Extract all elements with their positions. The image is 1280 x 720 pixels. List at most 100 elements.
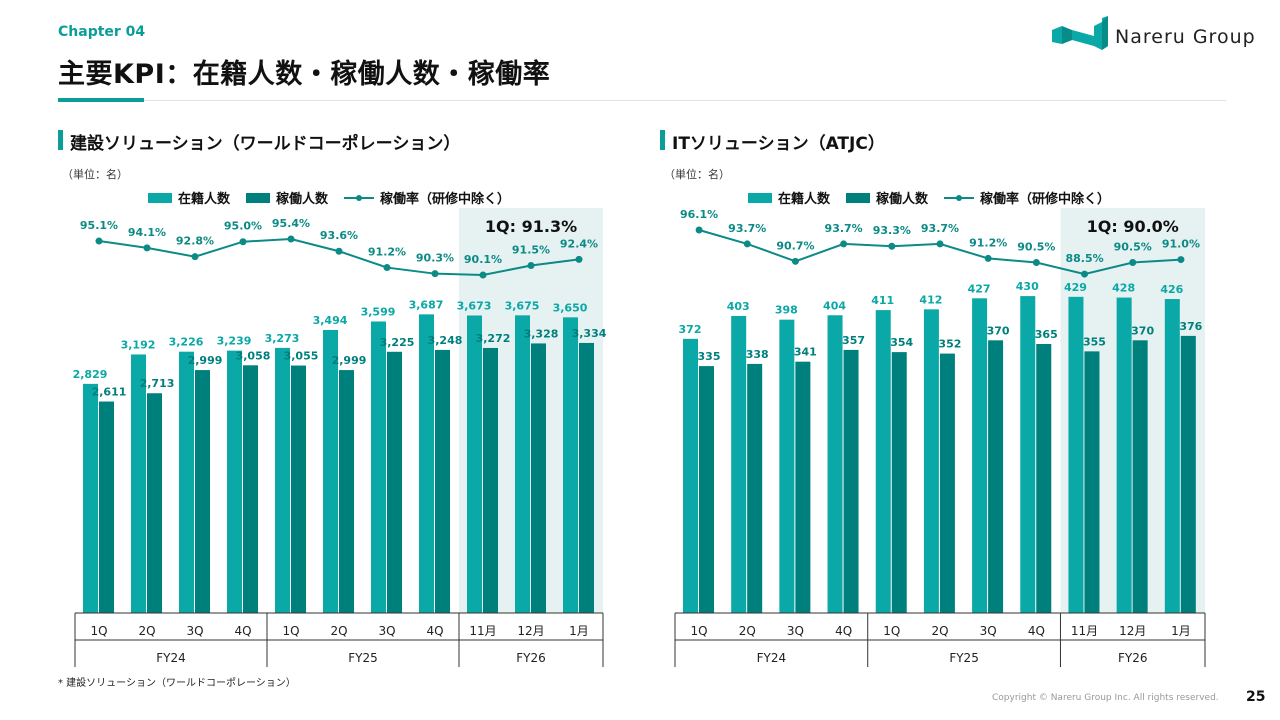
rate-point bbox=[791, 257, 799, 265]
bar-enrolled bbox=[227, 350, 242, 613]
legend-label: 在籍人数 bbox=[178, 192, 231, 207]
highlight-label: 1Q: 91.3% bbox=[485, 217, 577, 236]
data-label-active: 3,225 bbox=[380, 336, 415, 349]
page-number: 25 bbox=[1246, 689, 1266, 705]
category-label: 3Q bbox=[378, 624, 395, 638]
data-label-active: 355 bbox=[1083, 335, 1106, 348]
data-label-enrolled: 403 bbox=[727, 300, 750, 313]
group-label: FY24 bbox=[757, 651, 787, 665]
rate-label: 93.7% bbox=[825, 222, 863, 235]
legend-label: 稼働人数 bbox=[276, 192, 329, 207]
bar-active bbox=[1180, 335, 1196, 613]
data-label-enrolled: 3,273 bbox=[265, 332, 300, 345]
rate-point bbox=[191, 253, 199, 261]
legend-construction: 在籍人数 稼働人数 稼働率（研修中除く） bbox=[148, 188, 510, 207]
bar-active bbox=[99, 401, 114, 613]
legend-label: 稼働人数 bbox=[876, 192, 929, 207]
bar-active bbox=[387, 351, 402, 613]
data-label-active: 3,058 bbox=[236, 349, 271, 362]
rate-label: 90.5% bbox=[1017, 240, 1055, 253]
group-label: FY26 bbox=[1118, 651, 1148, 665]
data-label-active: 3,272 bbox=[476, 332, 511, 345]
rate-point bbox=[575, 255, 583, 263]
legend-swatch-enrolled bbox=[748, 192, 772, 203]
rate-label: 93.7% bbox=[728, 222, 766, 235]
data-label-enrolled: 3,599 bbox=[361, 305, 396, 318]
rate-label: 90.5% bbox=[1114, 240, 1152, 253]
bar-enrolled bbox=[1164, 299, 1180, 613]
category-label: 4Q bbox=[1028, 624, 1045, 638]
rate-point bbox=[239, 238, 247, 246]
rate-label: 91.2% bbox=[969, 236, 1007, 249]
bar-active bbox=[1132, 340, 1148, 613]
data-label-enrolled: 404 bbox=[823, 299, 846, 312]
category-label: 2Q bbox=[138, 624, 155, 638]
data-label-enrolled: 3,494 bbox=[313, 314, 348, 327]
bar-enrolled bbox=[83, 383, 98, 613]
bar-enrolled bbox=[779, 319, 795, 613]
bar-enrolled bbox=[563, 317, 578, 613]
bar-active bbox=[843, 349, 859, 613]
data-label-active: 3,055 bbox=[284, 350, 319, 363]
bar-active bbox=[291, 365, 306, 613]
rate-point bbox=[479, 271, 487, 279]
section-title-it: ITソリューション（ATJC） bbox=[672, 134, 885, 154]
data-label-enrolled: 426 bbox=[1160, 283, 1183, 296]
category-label: 4Q bbox=[426, 624, 443, 638]
bar-active bbox=[1036, 343, 1052, 613]
bar-active bbox=[699, 366, 714, 613]
category-label: 1月 bbox=[1171, 624, 1191, 638]
category-label: 3Q bbox=[980, 624, 997, 638]
title-underline-accent bbox=[58, 98, 144, 102]
rate-label: 94.1% bbox=[128, 226, 166, 239]
bar-active bbox=[435, 349, 450, 613]
data-label-enrolled: 3,675 bbox=[505, 299, 540, 312]
bar-enrolled bbox=[683, 338, 698, 613]
rate-point bbox=[1177, 256, 1185, 264]
rate-point bbox=[840, 240, 848, 248]
bar-active bbox=[147, 393, 162, 613]
rate-point bbox=[95, 237, 103, 245]
data-label-active: 365 bbox=[1035, 328, 1058, 341]
data-label-enrolled: 3,673 bbox=[457, 299, 492, 312]
bar-enrolled bbox=[1068, 296, 1084, 613]
section-title-construction: 建設ソリューション（ワールドコーポレーション） bbox=[70, 134, 461, 154]
rate-point bbox=[527, 262, 535, 270]
legend-it: 在籍人数 稼働人数 稼働率（研修中除く） bbox=[748, 188, 1110, 207]
data-label-enrolled: 372 bbox=[679, 323, 702, 336]
data-label-enrolled: 411 bbox=[871, 294, 894, 307]
title-divider bbox=[144, 100, 1226, 101]
rate-label: 96.1% bbox=[680, 208, 718, 221]
data-label-enrolled: 430 bbox=[1016, 280, 1039, 293]
category-label: 1月 bbox=[569, 624, 589, 638]
data-label-enrolled: 3,192 bbox=[121, 338, 156, 351]
rate-label: 90.7% bbox=[776, 239, 814, 252]
category-label: 3Q bbox=[787, 624, 804, 638]
data-label-enrolled: 428 bbox=[1112, 282, 1135, 295]
rate-label: 92.8% bbox=[176, 235, 214, 248]
data-label-active: 3,248 bbox=[428, 334, 463, 347]
legend-swatch-enrolled bbox=[148, 192, 172, 203]
legend-line-icon bbox=[344, 194, 375, 201]
bar-enrolled bbox=[323, 329, 338, 613]
bar-enrolled bbox=[275, 347, 290, 613]
rate-label: 95.0% bbox=[224, 220, 262, 233]
data-label-enrolled: 2,829 bbox=[73, 368, 108, 381]
bar-active bbox=[483, 347, 498, 613]
data-label-enrolled: 3,650 bbox=[553, 301, 588, 314]
legend-swatch-active bbox=[846, 192, 871, 203]
unit-label: （単位：名） bbox=[62, 168, 128, 181]
category-label: 1Q bbox=[691, 624, 708, 638]
bar-enrolled bbox=[875, 310, 891, 613]
bar-active bbox=[891, 352, 907, 613]
data-label-active: 341 bbox=[794, 346, 817, 359]
bar-enrolled bbox=[515, 315, 530, 613]
rate-label: 93.3% bbox=[873, 224, 911, 237]
bar-active bbox=[243, 365, 258, 613]
data-label-active: 335 bbox=[698, 350, 721, 363]
rate-point bbox=[888, 242, 896, 250]
data-label-active: 352 bbox=[938, 338, 961, 351]
data-label-active: 2,999 bbox=[188, 354, 223, 367]
